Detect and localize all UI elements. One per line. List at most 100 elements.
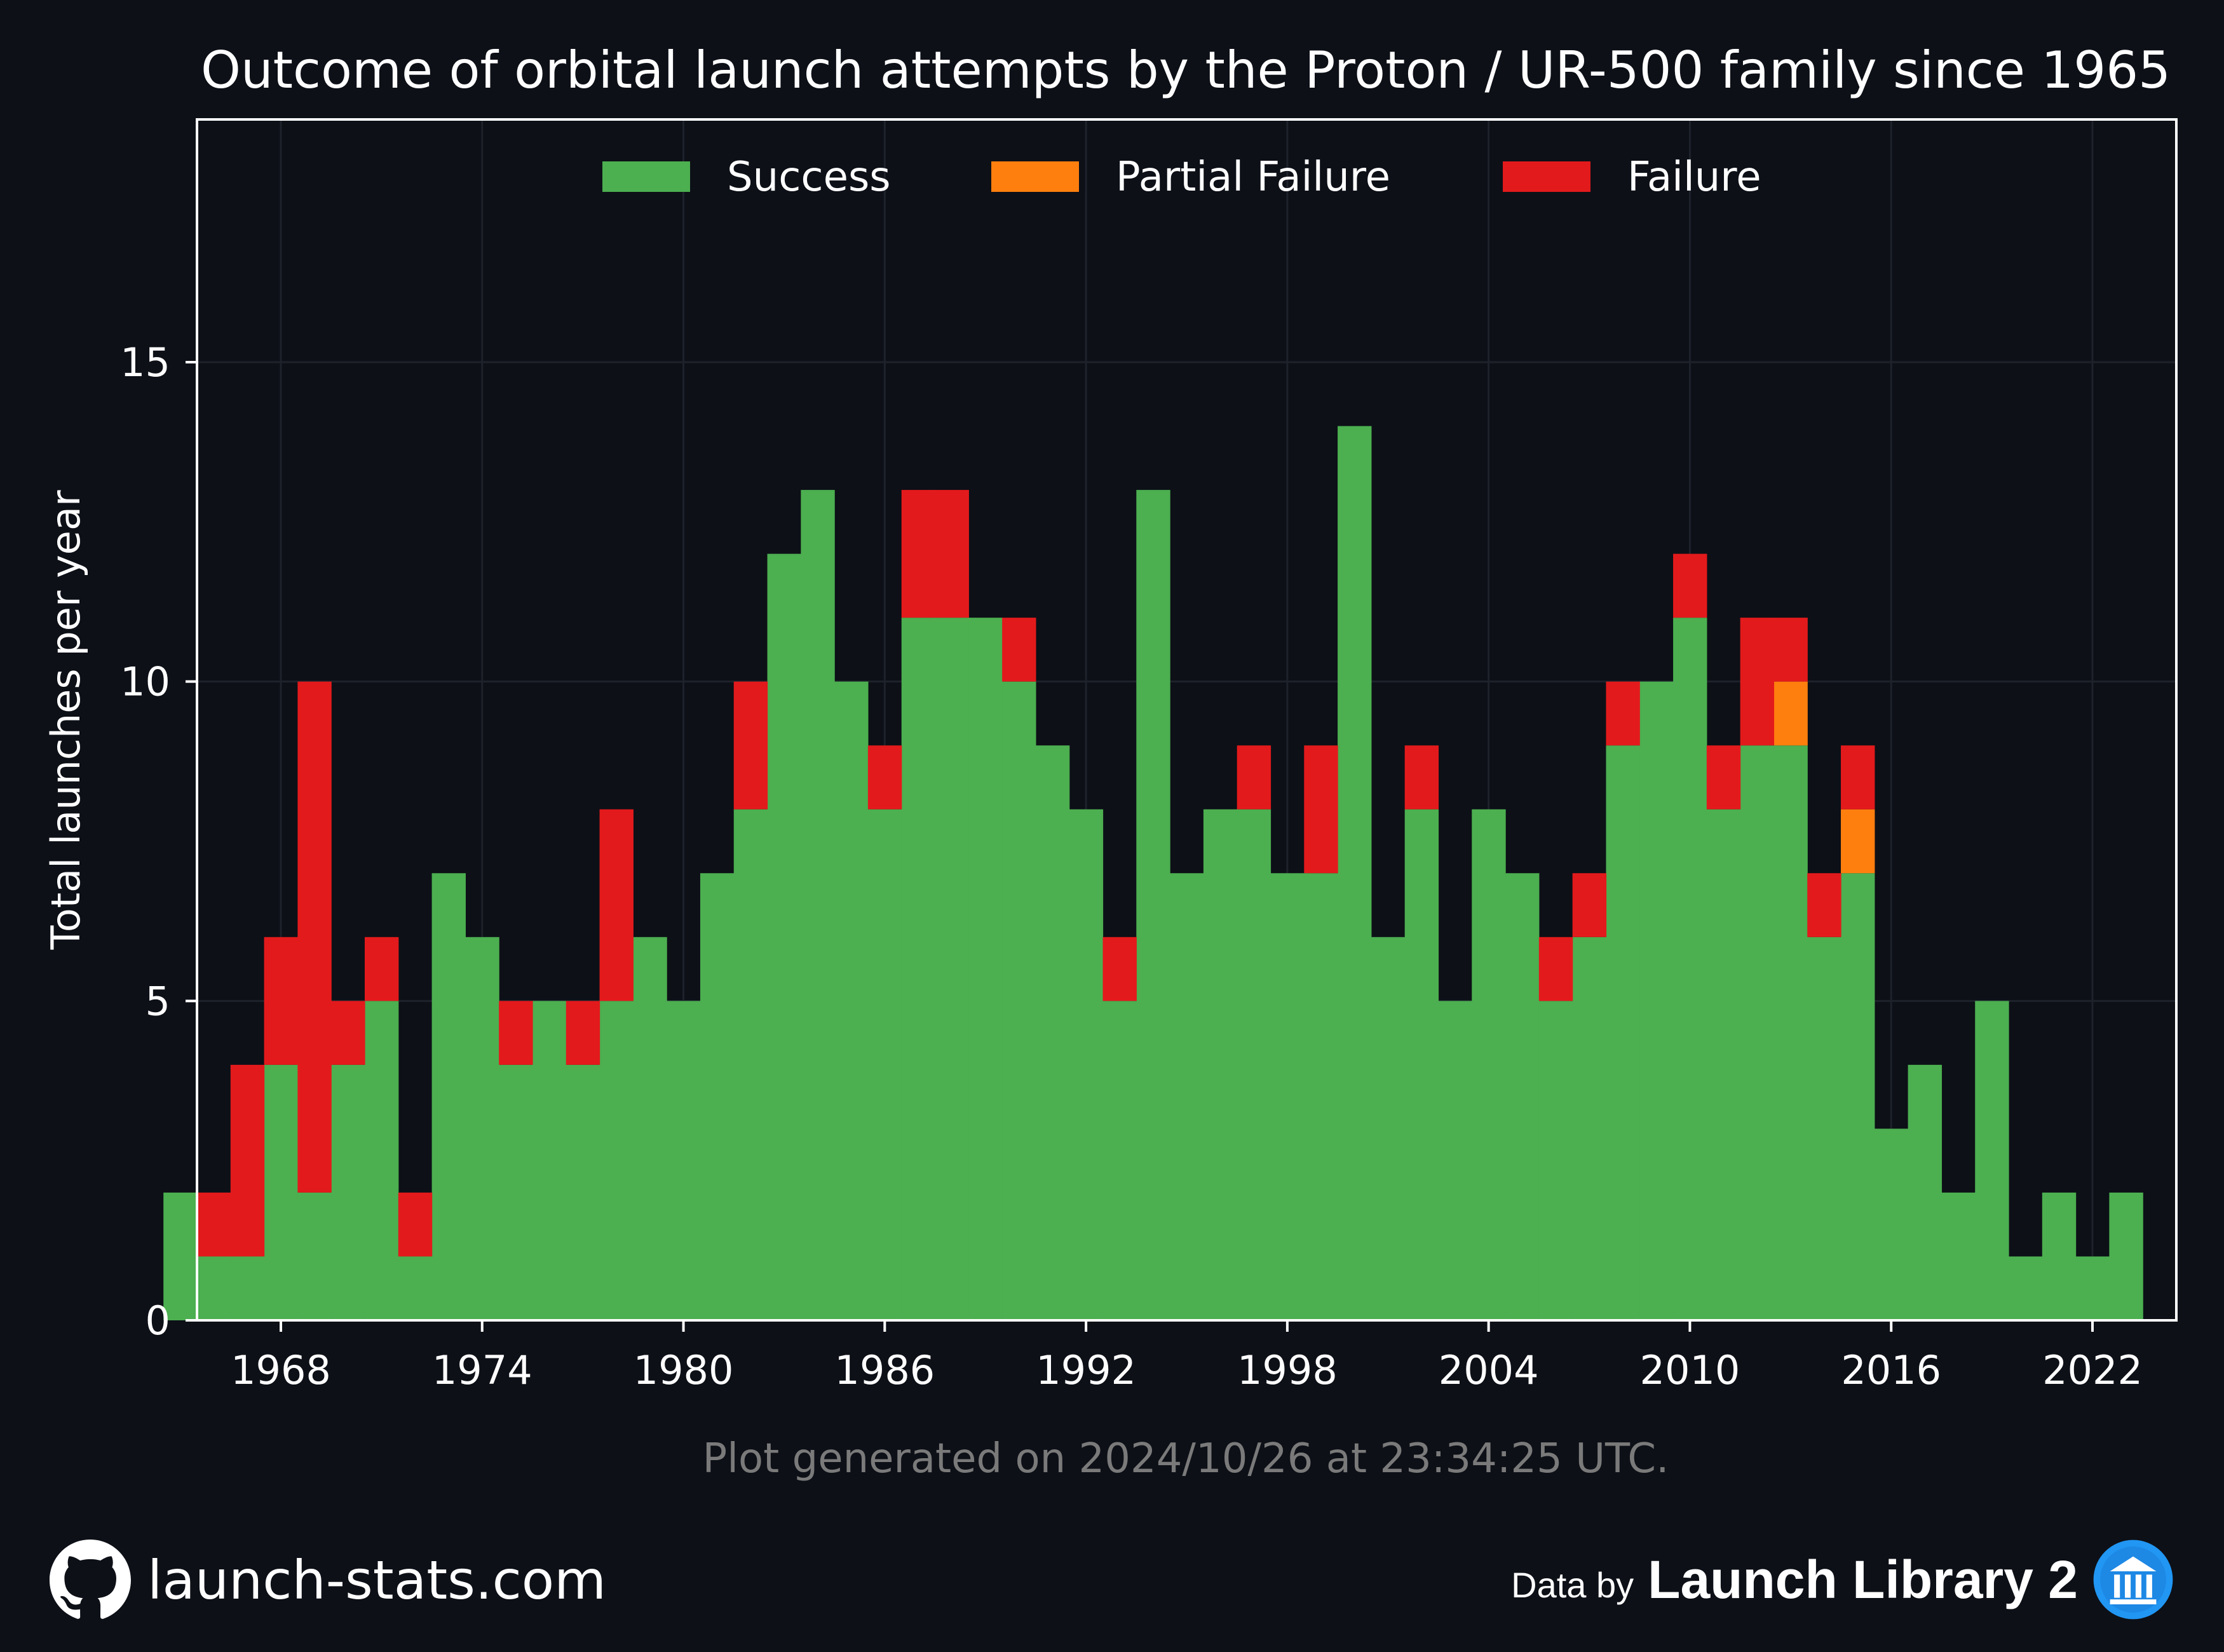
y-tick-label: 0 [146,1297,170,1344]
site-link[interactable]: launch-stats.com [147,1549,606,1611]
x-tick-label: 2022 [2042,1347,2143,1393]
brand-name[interactable]: Launch Library 2 [1648,1549,2078,1609]
bar-success-2000 [1338,426,1372,1320]
bar-success-1965 [163,1192,198,1320]
bar-failure-1972 [398,1192,433,1257]
bar-success-1986 [867,809,902,1320]
bar-success-2001 [1371,937,1406,1320]
bar-success-1974 [465,937,499,1320]
bar-failure-2011 [1706,745,1741,809]
bar-success-1996 [1203,809,1238,1320]
bar-failure-1987 [901,490,936,618]
bar-failure-1997 [1237,745,1271,809]
bar-success-2010 [1673,618,1707,1320]
plot-frame [196,118,2178,1322]
bar-success-2005 [1505,873,1540,1320]
bar-success-1998 [1270,873,1305,1320]
footer-attribution[interactable]: Data by Launch Library 2 [1511,1535,2174,1624]
bar-success-2022 [2075,1256,2110,1320]
bar-success-1995 [1170,873,1204,1320]
bar-failure-1988 [935,490,969,618]
bar-failure-2010 [1673,553,1707,618]
legend-label-partial-failure: Partial Failure [1116,154,1390,201]
x-tick-label: 1980 [634,1347,734,1393]
bar-success-2006 [1538,1001,1573,1320]
bar-success-2002 [1404,809,1439,1320]
x-tick-label: 1974 [432,1347,532,1393]
bar-failure-1975 [499,1001,533,1065]
bar-success-2007 [1572,937,1607,1320]
bar-success-2003 [1438,1001,1472,1320]
bar-failure-2007 [1572,873,1607,937]
bar-failure-2013 [1773,618,1808,682]
bar-success-1981 [700,873,735,1320]
x-tick-label: 1998 [1237,1347,1338,1393]
bar-success-2011 [1706,809,1741,1320]
bar-success-2008 [1606,745,1640,1320]
bar-success-1973 [431,873,466,1320]
bar-failure-1990 [1002,618,1036,682]
x-tick-label: 2004 [1439,1347,1539,1393]
bar-success-2004 [1472,809,1506,1320]
y-axis: 0 5 10 15 [120,339,197,1344]
x-tick-label: 2016 [1841,1347,1941,1393]
y-tick-label: 15 [120,339,170,386]
bar-success-2019 [1975,1001,2009,1320]
bars [163,426,2143,1321]
bar-success-1978 [599,1001,634,1320]
legend-swatch-failure [1503,161,1590,192]
bar-success-1997 [1237,809,1271,1320]
bar-failure-1993 [1102,937,1137,1001]
bar-success-2020 [2009,1256,2043,1320]
bar-success-2023 [2109,1192,2143,1320]
x-tick-label: 1992 [1036,1347,1136,1393]
github-icon [50,1540,131,1619]
bar-success-1982 [733,809,768,1320]
bar-failure-1986 [867,745,902,809]
bar-success-1976 [532,1001,567,1320]
bar-failure-1969 [297,681,332,1193]
bar-failure-1967 [230,1064,265,1257]
bar-success-2009 [1639,681,1674,1320]
bar-failure-1977 [566,1001,600,1065]
bar-failure-2002 [1404,745,1439,809]
bar-success-1971 [364,1001,399,1320]
legend-label-success: Success [727,154,891,201]
bar-success-1977 [566,1064,600,1320]
bar-success-1968 [264,1064,298,1320]
bar-success-1987 [901,618,936,1320]
y-axis-label: Total launches per year [43,490,89,950]
bar-failure-1971 [364,937,399,1001]
bar-success-1985 [834,681,869,1320]
bar-failure-2012 [1740,618,1775,746]
bar-success-1988 [935,618,969,1320]
chart-title: Outcome of orbital launch attempts by th… [201,41,2171,100]
x-tick-label: 1968 [231,1347,331,1393]
y-tick-label: 10 [120,659,170,705]
bar-success-1983 [767,553,801,1321]
bar-success-2015 [1841,873,1875,1320]
data-by-label: Data by [1511,1564,1634,1605]
bar-success-1984 [801,490,835,1320]
bar-success-2017 [1908,1064,1943,1320]
footnote: Plot generated on 2024/10/26 at 23:34:25… [703,1435,1669,1482]
y-tick-label: 5 [146,978,170,1024]
x-tick-label: 2010 [1640,1347,1740,1393]
bar-success-1990 [1002,681,1036,1320]
bar-success-2021 [2042,1192,2077,1320]
bar-success-1992 [1069,809,1104,1320]
legend-swatch-partial-failure [991,161,1079,192]
bar-success-1969 [297,1192,332,1320]
bar-success-1980 [667,1001,701,1320]
bar-failure-2008 [1606,681,1640,746]
footer-site[interactable]: launch-stats.com [50,1539,606,1622]
bar-partial-failure-2013 [1773,681,1808,746]
bar-success-2016 [1874,1128,1909,1320]
bar-success-1994 [1136,490,1170,1320]
x-tick-label: 1986 [834,1347,935,1393]
bar-failure-1968 [264,937,298,1065]
bar-success-1989 [968,618,1003,1320]
bar-failure-1999 [1304,745,1338,874]
bar-failure-1970 [331,1001,365,1065]
